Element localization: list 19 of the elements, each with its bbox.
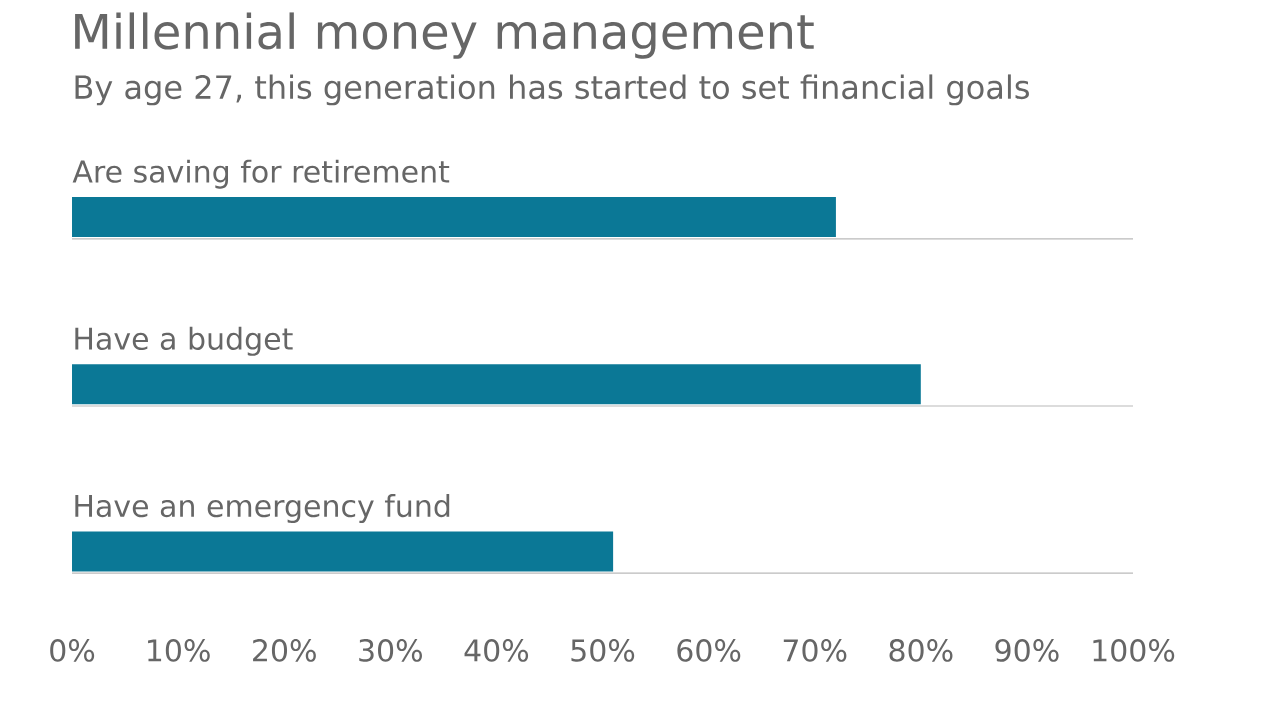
x-tick-label: 10% <box>148 639 210 662</box>
x-tick-label: 100% <box>1093 639 1175 662</box>
chart-subtitle: By age 27, this generation has started to set financial goals <box>75 74 1029 106</box>
x-tick-label: 30% <box>359 639 422 662</box>
y-tick-label: Have an emergency fund <box>75 494 450 524</box>
x-tick-label: 20% <box>253 639 316 662</box>
bar <box>72 531 614 572</box>
chart-title: Millennial money management <box>75 12 814 59</box>
x-tick-label: 90% <box>995 639 1059 662</box>
x-tick-label: 60% <box>677 639 741 662</box>
y-tick-label: Have a budget <box>75 326 293 356</box>
x-tick-label: 70% <box>783 639 847 662</box>
x-tick-label: 40% <box>464 639 529 662</box>
x-tick-label: 0% <box>50 639 95 662</box>
bar <box>72 364 921 405</box>
x-tick-label: 50% <box>571 639 635 662</box>
x-tick-label: 80% <box>889 639 953 662</box>
bar <box>72 197 836 238</box>
y-tick-label: Are saving for retirement <box>72 159 450 189</box>
